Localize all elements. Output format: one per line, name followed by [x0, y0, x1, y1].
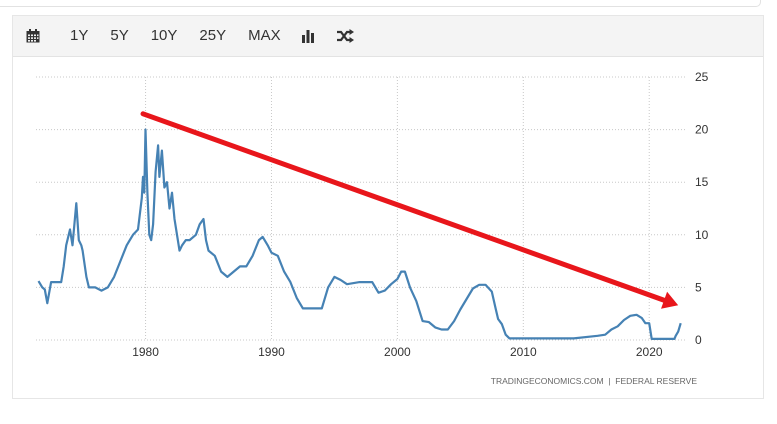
y-tick-label: 25 — [695, 70, 709, 84]
range-10y-button[interactable]: 10Y — [150, 27, 178, 44]
range-5y-button[interactable]: 5Y — [110, 27, 129, 44]
x-tick-label: 1980 — [132, 345, 159, 359]
top-strip — [0, 0, 761, 7]
y-tick-label: 10 — [695, 228, 709, 242]
trend-arrow-head — [661, 291, 679, 309]
y-tick-label: 5 — [695, 280, 702, 294]
x-tick-label: 2000 — [384, 345, 411, 359]
range-max-button[interactable]: MAX — [248, 27, 281, 44]
chart-panel: 1Y 5Y 10Y 25Y MAX — [12, 15, 764, 399]
y-tick-label: 15 — [695, 175, 709, 189]
trend-arrow-shaft — [140, 111, 667, 303]
shuffle-icon[interactable] — [328, 16, 363, 56]
bar-chart-icon[interactable] — [292, 16, 324, 56]
range-25y-button[interactable]: 25Y — [199, 27, 227, 44]
x-tick-label: 1990 — [258, 345, 285, 359]
x-tick-label: 2020 — [636, 345, 663, 359]
y-tick-label: 20 — [695, 123, 709, 137]
x-tick-label: 2010 — [510, 345, 537, 359]
chart-toolbar: 1Y 5Y 10Y 25Y MAX — [13, 16, 763, 57]
calendar-icon[interactable] — [17, 16, 49, 56]
series-line — [37, 128, 682, 340]
source-credit: TRADINGECONOMICS.COM | FEDERAL RESERVE — [491, 376, 698, 386]
range-1y-button[interactable]: 1Y — [70, 27, 89, 44]
y-tick-label: 0 — [695, 333, 702, 347]
